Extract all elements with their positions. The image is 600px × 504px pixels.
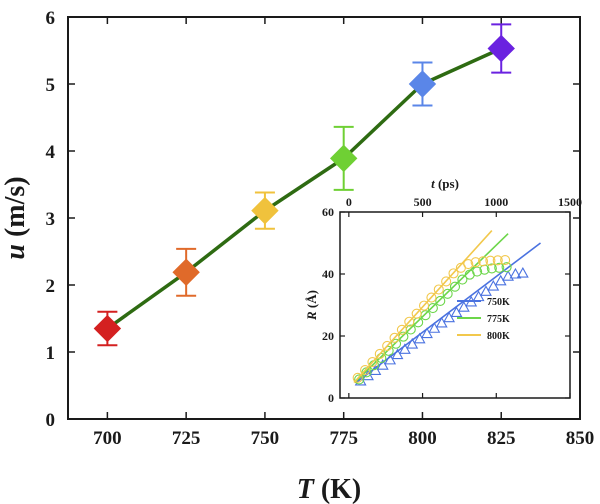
data-point-800K	[404, 316, 415, 327]
x-tick-label: 800	[408, 428, 437, 449]
y-tick-label: 2	[46, 276, 56, 297]
legend-label-775K: 775K	[487, 314, 510, 325]
data-point-800K	[411, 308, 422, 319]
data-point-775K	[354, 374, 365, 385]
data-point-775K	[442, 288, 453, 299]
data-point-775K	[501, 262, 512, 273]
x-tick-label: 775	[329, 428, 358, 449]
inset-x-tick-label: 500	[414, 195, 432, 209]
data-point-800K	[382, 340, 393, 351]
data-point-750K	[457, 301, 470, 312]
data-point-750K	[428, 322, 441, 333]
data-point-800K	[441, 276, 452, 287]
data-point-800K	[463, 259, 474, 270]
inset-x-tick-label: 1500	[558, 195, 582, 209]
data-point-750K	[391, 348, 404, 360]
data-point-800K	[500, 254, 511, 266]
data-point-800K	[352, 372, 363, 383]
x-tick-label: 850	[566, 428, 595, 449]
data-point-800K	[418, 300, 430, 311]
data-point-800K	[374, 348, 385, 360]
legend-label-750K: 750K	[487, 297, 510, 308]
inset-y-tick-label: 0	[328, 391, 334, 405]
inset-x-axis-title-var: t	[431, 176, 435, 191]
series-line	[106, 46, 502, 330]
data-point-800K	[492, 255, 503, 266]
inset-x-axis-title: t (ps)	[431, 176, 459, 191]
inset-y-axis-title-var: R	[304, 311, 319, 321]
data-point-diamond	[329, 144, 358, 173]
inset-x-tick-label: 0	[346, 195, 352, 209]
data-point-800K	[470, 257, 481, 268]
data-point-775K	[457, 274, 468, 285]
x-axis-title-var: T	[297, 474, 316, 504]
y-tick-label: 6	[46, 8, 56, 29]
data-point-750K	[509, 267, 522, 279]
data-point-750K	[384, 353, 397, 365]
data-point-800K	[448, 268, 459, 279]
data-point-diamond	[251, 196, 279, 225]
data-point-775K	[383, 345, 394, 356]
data-point-diamond	[487, 34, 515, 63]
y-tick-label: 4	[46, 142, 56, 163]
inset-y-axis-title-unit: (Å)	[304, 290, 319, 311]
data-point-750K	[516, 266, 529, 278]
data-point-750K	[450, 306, 463, 317]
data-point-750K	[421, 327, 433, 339]
y-axis-title-var: u	[0, 244, 31, 260]
data-point-800K	[396, 324, 407, 335]
y-tick-label: 1	[46, 343, 56, 364]
data-point-diamond	[172, 258, 200, 286]
x-tick-label: 750	[251, 428, 280, 449]
y-tick-label: 3	[46, 209, 56, 230]
data-point-800K	[426, 292, 437, 303]
data-point-775K	[435, 295, 446, 307]
y-tick-label: 0	[46, 410, 56, 431]
inset-x-axis-title-unit: (ps)	[435, 176, 459, 191]
inset-plot: 0 500 1000 1500 0 20 40 60 t (ps) R (Å) 750K 775K 80…	[304, 176, 582, 405]
data-point-750K	[413, 332, 426, 344]
data-point-800K	[485, 255, 496, 266]
inset-y-axis-title: R (Å)	[304, 290, 319, 321]
data-point-750K	[376, 359, 389, 370]
data-point-800K	[433, 284, 444, 295]
inset-y-tick-label: 40	[322, 267, 334, 281]
data-point-750K	[398, 343, 411, 354]
data-point-750K	[443, 311, 456, 323]
fit-line-750K	[355, 242, 541, 384]
y-axis-title-unit: (m/s)	[0, 176, 31, 244]
y-tick-label: 5	[46, 75, 56, 96]
main-plot: 700 725 750 775 800 825 850 0 1 2 3 4 5 6 T (K) u (m/s)	[0, 8, 594, 504]
data-point-750K	[406, 337, 419, 349]
x-tick-label: 825	[487, 428, 516, 449]
inset-y-tick-label: 60	[322, 205, 334, 219]
data-point-diamond	[408, 70, 437, 98]
data-point-750K	[480, 285, 492, 296]
data-point-750K	[435, 316, 448, 328]
legend-label-800K: 800K	[487, 331, 510, 342]
data-point-775K	[449, 281, 461, 292]
inset-data	[352, 230, 541, 386]
data-point-800K	[360, 365, 371, 376]
x-tick-label: 725	[172, 428, 201, 449]
data-point-750K	[502, 270, 515, 281]
data-point-750K	[487, 279, 500, 291]
x-axis-title: T (K)	[297, 474, 362, 504]
data-point-775K	[486, 263, 497, 274]
data-point-800K	[477, 256, 489, 267]
inset-x-tick-label: 1000	[484, 195, 508, 209]
inset-y-tick-label: 20	[322, 329, 334, 343]
data-point-800K	[367, 356, 378, 368]
fit-line-775K	[354, 233, 509, 384]
data-point-775K	[494, 262, 505, 273]
y-axis-title: u (m/s)	[0, 176, 31, 259]
data-point-diamond	[93, 314, 122, 343]
data-point-800K	[389, 332, 400, 343]
x-tick-label: 700	[93, 428, 122, 449]
x-axis-title-unit: (K)	[314, 474, 361, 504]
